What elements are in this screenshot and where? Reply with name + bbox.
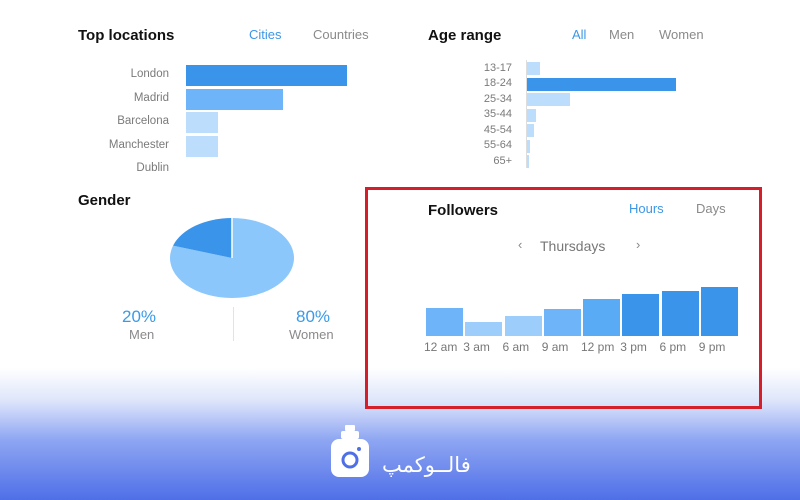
location-label-london: London xyxy=(130,68,169,80)
camera-badge-icon xyxy=(331,425,369,477)
tab-age-women[interactable]: Women xyxy=(659,27,704,42)
prev-day-icon[interactable]: ‹ xyxy=(518,237,523,252)
men-label: Men xyxy=(129,327,155,342)
age-bar-13-17 xyxy=(527,62,541,75)
followers-tick-3-am: 3 am xyxy=(463,340,490,354)
location-bar-manchester xyxy=(186,135,219,157)
tab-age-all[interactable]: All xyxy=(572,27,587,42)
age-bar-35-44 xyxy=(527,108,536,122)
day-selector-label: Thursdays xyxy=(540,238,606,254)
age-range-title: Age range xyxy=(428,27,502,44)
age-label-13-17: 13-17 xyxy=(483,61,512,74)
location-label-manchester: Manchester xyxy=(108,138,169,151)
pie-slice-men xyxy=(173,218,232,258)
tab-countries[interactable]: Countries xyxy=(313,27,369,42)
followers-tick-9-am: 9 am xyxy=(541,340,569,354)
followers-tick-12-am: 12 am xyxy=(424,340,458,354)
followers-tick-9-pm: 9 pm xyxy=(698,340,726,354)
top-locations-title: Top locations xyxy=(78,27,175,44)
women-label: Women xyxy=(289,327,334,342)
age-label-35-44: 35-44 xyxy=(483,108,512,120)
gender-title: Gender xyxy=(78,192,131,209)
age-bar-55-64 xyxy=(527,139,530,153)
followers-title: Followers xyxy=(428,202,499,219)
followers-bar-6-pm xyxy=(661,291,699,336)
age-bar-18-24 xyxy=(527,77,676,91)
age-label-25-34: 25-34 xyxy=(483,92,512,105)
age-label-55-64: 55-64 xyxy=(483,139,512,151)
followers-bar-6-am xyxy=(504,316,542,336)
followers-bar-9-pm xyxy=(700,287,738,336)
location-bar-london xyxy=(186,65,347,86)
men-percentage: 20% xyxy=(122,307,157,326)
followers-bar-12-pm xyxy=(583,299,620,336)
location-bar-madrid xyxy=(186,88,283,110)
tab-cities[interactable]: Cities xyxy=(249,27,282,42)
followers-tick-12-pm: 12 pm xyxy=(581,340,615,354)
followers-highlight-frame xyxy=(365,187,762,409)
age-label-18-24: 18-24 xyxy=(483,77,512,89)
age-bar-45-54 xyxy=(527,124,535,137)
location-bar-barcelona xyxy=(186,112,219,133)
age-bar-25-34 xyxy=(527,93,571,106)
brand-name: فالــوکمپ xyxy=(382,453,471,477)
followers-bar-9-am xyxy=(543,309,581,336)
age-label-65: 65+ xyxy=(493,154,512,167)
gender-pie-chart xyxy=(170,218,294,298)
women-percentage: 80% xyxy=(296,307,331,326)
location-label-barcelona: Barcelona xyxy=(117,115,169,127)
age-axis-line xyxy=(526,60,527,168)
followers-tick-6-am: 6 am xyxy=(502,340,530,354)
location-label-madrid: Madrid xyxy=(133,91,169,104)
gender-divider xyxy=(233,307,234,341)
tab-days[interactable]: Days xyxy=(696,201,726,216)
tab-hours[interactable]: Hours xyxy=(629,201,664,216)
followers-tick-3-pm: 3 pm xyxy=(620,340,647,354)
age-label-45-54: 45-54 xyxy=(483,123,512,136)
next-day-icon[interactable]: › xyxy=(636,237,641,252)
followers-tick-6-pm: 6 pm xyxy=(659,340,687,354)
location-label-dublin: Dublin xyxy=(136,162,169,174)
age-bar-65 xyxy=(527,155,529,168)
followers-bar-3-am xyxy=(465,322,503,336)
followers-bar-3-pm xyxy=(622,294,660,336)
followers-bar-12-am xyxy=(426,308,463,336)
tab-age-men[interactable]: Men xyxy=(609,27,635,42)
